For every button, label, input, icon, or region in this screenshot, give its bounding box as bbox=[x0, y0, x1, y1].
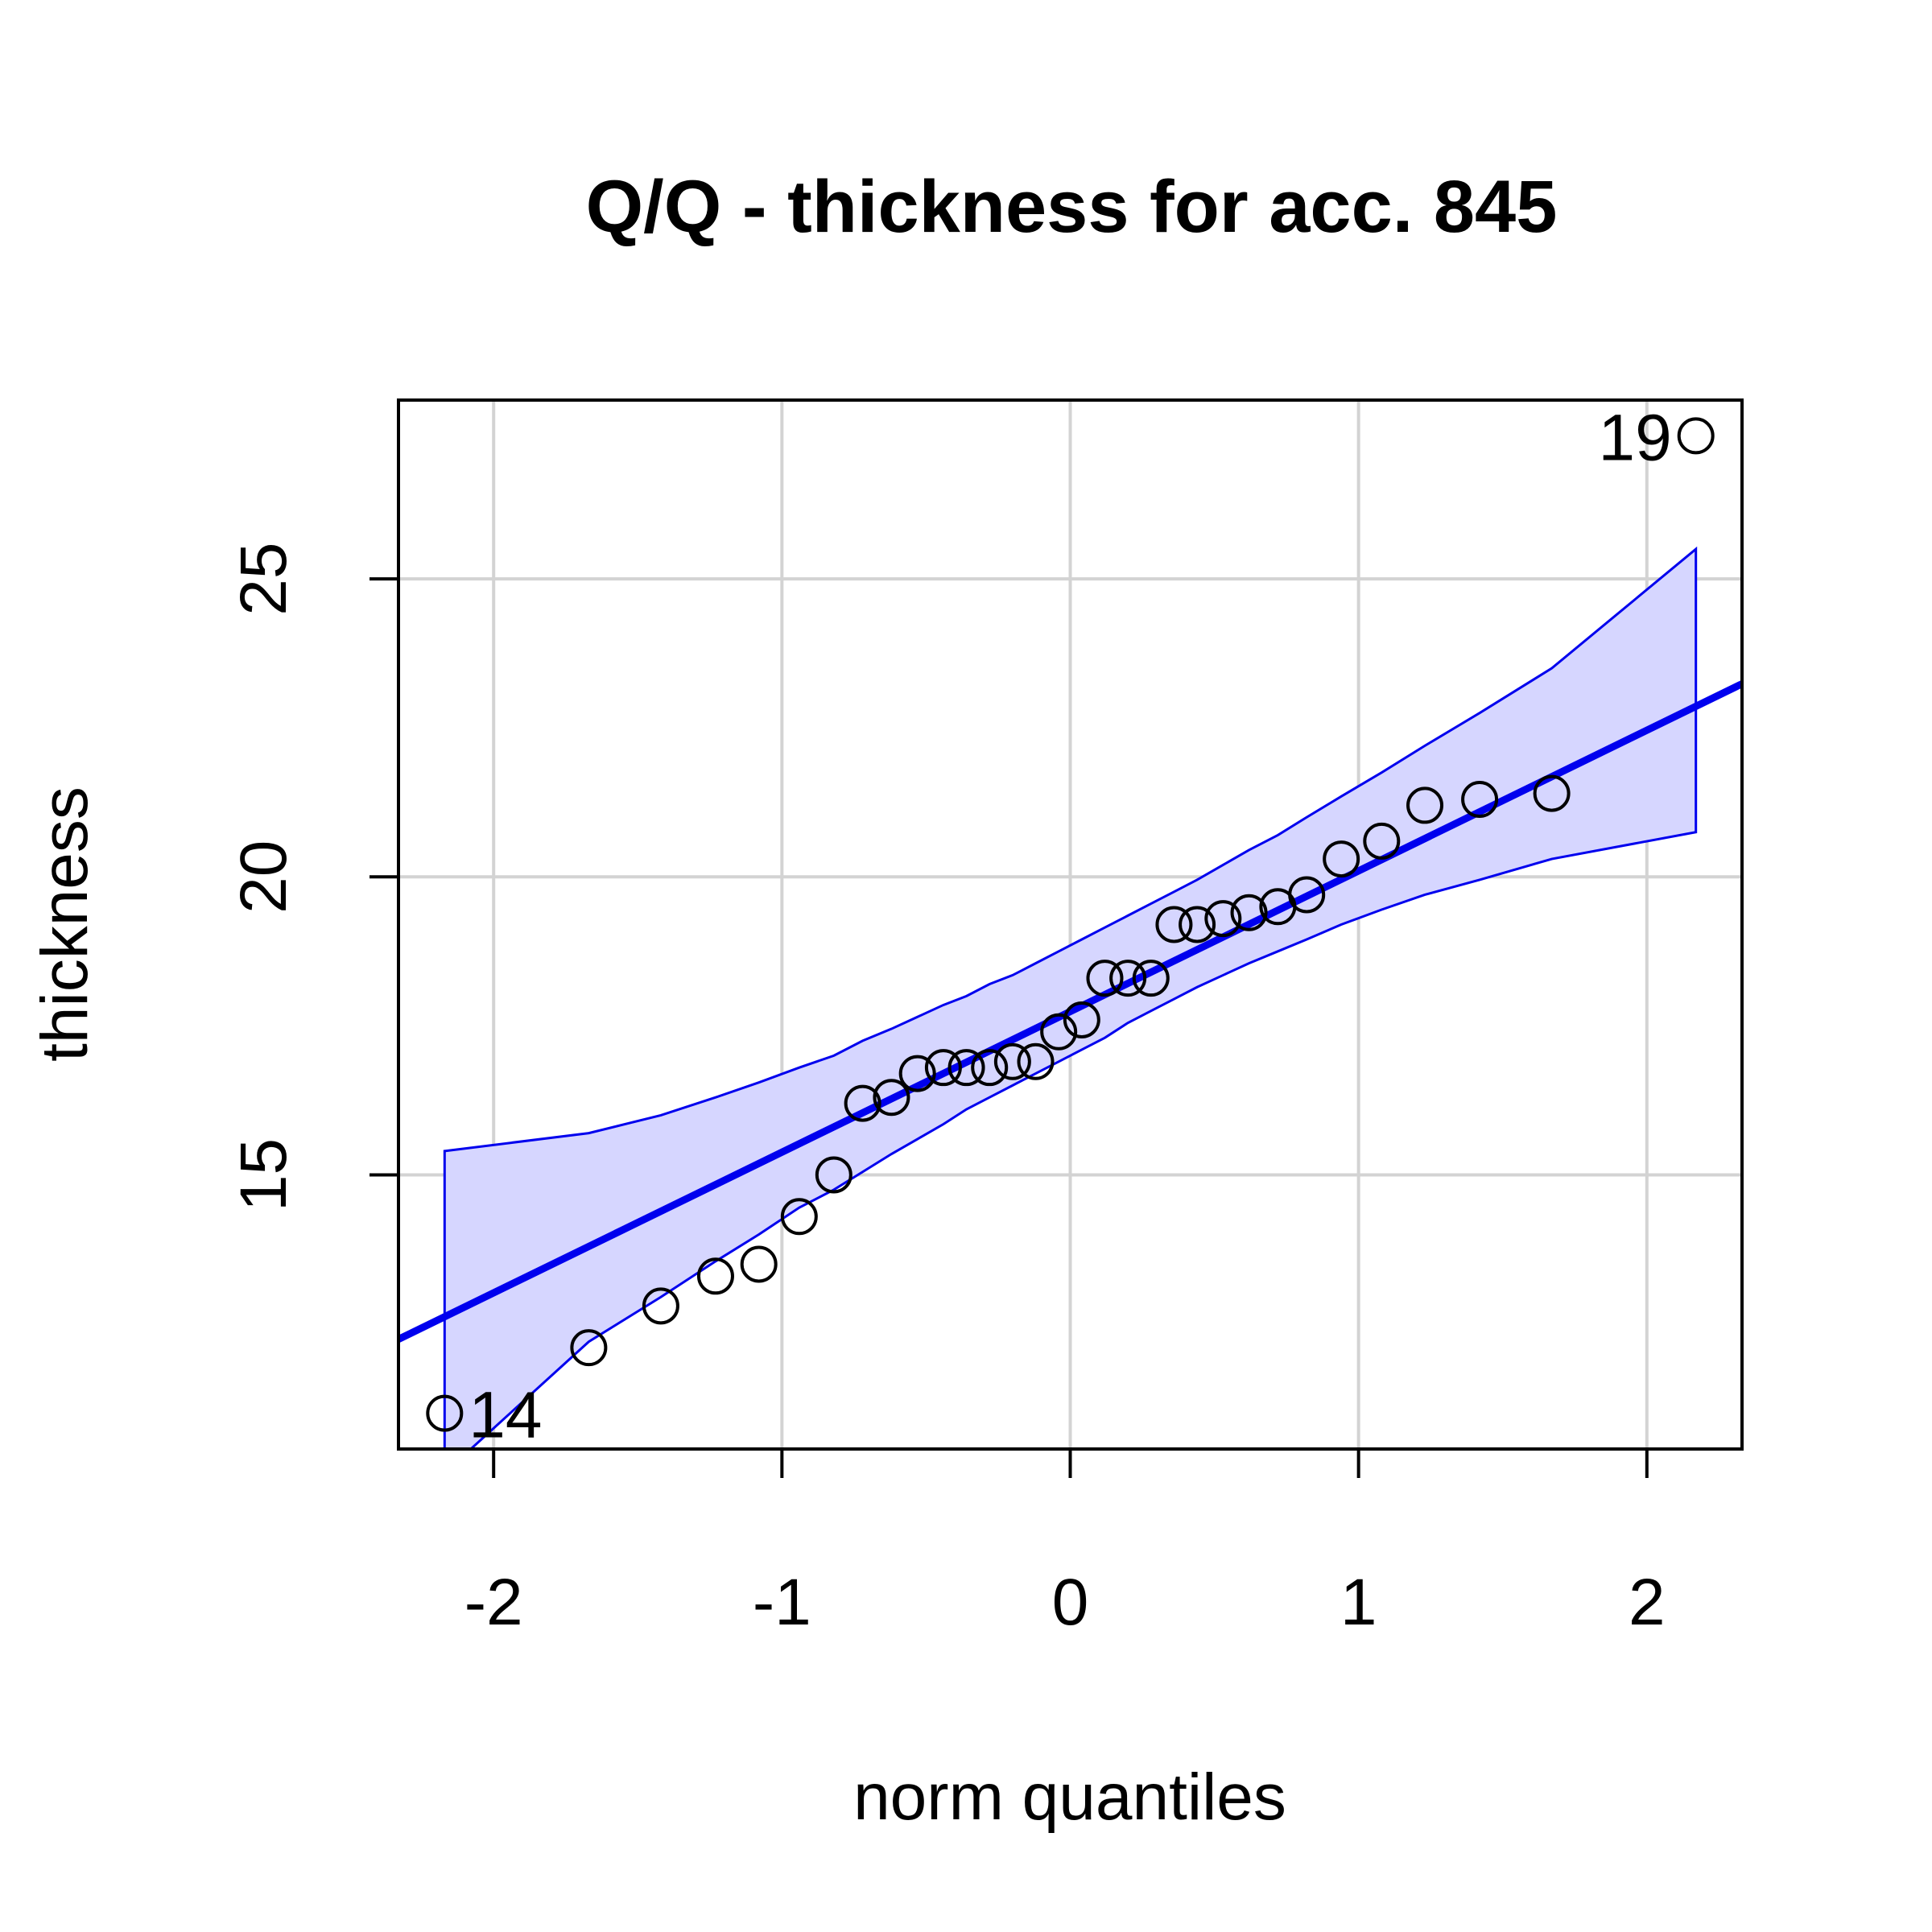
x-tick-label: 1 bbox=[1340, 1566, 1377, 1639]
data-point bbox=[971, 1049, 1009, 1087]
data-point bbox=[1363, 822, 1401, 860]
data-point bbox=[1063, 1001, 1100, 1038]
data-point bbox=[1288, 876, 1326, 914]
confidence-band-area bbox=[443, 546, 1698, 1449]
data-point bbox=[1086, 960, 1124, 997]
x-axis-label: norm quantiles bbox=[853, 1761, 1286, 1834]
x-tick-label: 0 bbox=[1052, 1566, 1089, 1639]
chart-title: Q/Q - thickness for acc. 845 bbox=[586, 166, 1558, 248]
x-tick-label: -1 bbox=[753, 1566, 811, 1639]
data-point bbox=[1323, 840, 1360, 878]
data-point bbox=[1017, 1042, 1055, 1080]
reference-line bbox=[398, 680, 1742, 1343]
data-point bbox=[1230, 894, 1268, 931]
x-axis: -2 -1 0 1 2 bbox=[464, 1447, 1666, 1639]
y-axis: 15 20 25 bbox=[227, 542, 400, 1212]
data-point bbox=[898, 1055, 936, 1092]
data-point bbox=[426, 1394, 464, 1432]
data-point bbox=[1677, 417, 1715, 455]
point-label: 19 bbox=[1598, 401, 1671, 474]
data-point bbox=[924, 1049, 962, 1087]
data-point bbox=[1155, 906, 1193, 943]
point-label: 14 bbox=[469, 1379, 542, 1452]
x-tick-label: 2 bbox=[1629, 1566, 1666, 1639]
data-point bbox=[1406, 786, 1444, 824]
reference-line-group bbox=[398, 680, 1742, 1343]
data-point bbox=[993, 1042, 1031, 1080]
point-labels: 14 19 bbox=[469, 401, 1671, 1451]
data-point bbox=[570, 1329, 608, 1367]
data-point bbox=[1533, 774, 1571, 812]
data-points bbox=[426, 417, 1715, 1432]
data-point bbox=[947, 1049, 985, 1087]
y-tick-label: 25 bbox=[227, 542, 300, 615]
data-point bbox=[815, 1156, 852, 1194]
y-tick-label: 20 bbox=[227, 840, 300, 914]
data-point bbox=[642, 1287, 679, 1325]
confidence-band bbox=[443, 546, 1698, 1449]
data-point bbox=[1461, 781, 1499, 819]
data-point bbox=[696, 1257, 734, 1295]
data-point bbox=[1040, 1013, 1078, 1051]
y-axis-label: thickness bbox=[28, 786, 101, 1062]
data-point bbox=[1204, 900, 1242, 938]
data-point bbox=[740, 1245, 778, 1283]
y-tick-label: 15 bbox=[227, 1138, 300, 1212]
data-point bbox=[844, 1084, 881, 1122]
data-point bbox=[1109, 960, 1147, 997]
data-point bbox=[780, 1198, 818, 1236]
data-point bbox=[1179, 906, 1216, 943]
x-tick-label: -2 bbox=[464, 1566, 523, 1639]
data-point bbox=[1132, 960, 1170, 997]
data-point bbox=[873, 1079, 910, 1117]
